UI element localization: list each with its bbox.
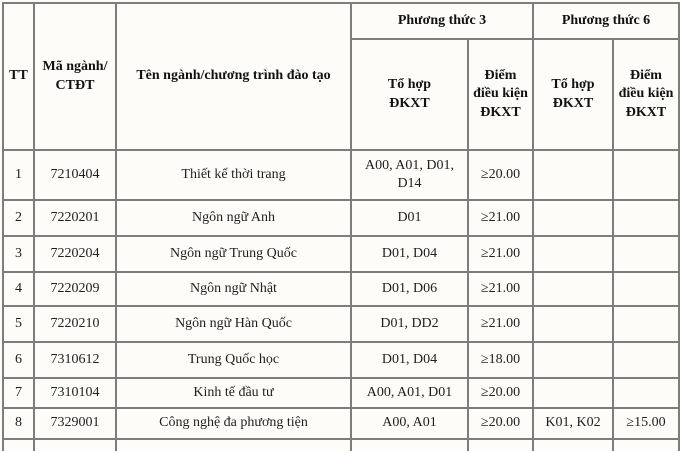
cell-pt3-tohop: A00, A01 (350, 407, 469, 440)
cell-name: Ngôn ngữ Trung Quốc (115, 235, 352, 273)
header-pt3-diem: Điểm điều kiện ĐKXT (467, 38, 534, 151)
cell-pt3-tohop: D01, DD2 (350, 305, 469, 343)
cell-pt3-tohop: D01, D04 (350, 341, 469, 379)
cell-pt6-diem (612, 235, 680, 273)
header-pt6-to-hop: Tổ hợp ĐKXT (532, 38, 614, 151)
cell-name: Ngôn ngữ Nhật (115, 271, 352, 307)
cell-code: 7310104 (33, 377, 117, 409)
cell-pt3-tohop: A00, A01, D01 (350, 377, 469, 409)
cell-pt6-diem (612, 305, 680, 343)
cell-pt6-tohop (532, 199, 614, 237)
cell-tt: 6 (2, 341, 35, 379)
table-row: 4 7220209 Ngôn ngữ Nhật D01, D06 ≥21.00 (2, 271, 680, 307)
cell-pt6-tohop (532, 341, 614, 379)
cell-pt6-diem (612, 199, 680, 237)
cell-name: Công nghệ đa phương tiện (115, 407, 352, 440)
table-row: 7 7310104 Kinh tế đầu tư A00, A01, D01 ≥… (2, 377, 680, 409)
table-row: 2 7220201 Ngôn ngữ Anh D01 ≥21.00 (2, 199, 680, 237)
header-pt3-to-hop: Tổ hợp ĐKXT (350, 38, 469, 151)
cell-pt3-diem: ≥21.00 (467, 305, 534, 343)
header-ma-nganh: Mã ngành/ CTĐT (33, 2, 117, 151)
cell-pt6-tohop: K01, K02 (532, 407, 614, 440)
cell-name: Ngôn ngữ Hàn Quốc (115, 305, 352, 343)
cell-pt3-tohop: A00, A01, D01, D14 (350, 149, 469, 201)
cell-pt6-diem (612, 271, 680, 307)
table-row-clipped (2, 438, 680, 451)
cell-pt3-diem: ≥20.00 (467, 407, 534, 440)
cell-pt6-diem (612, 377, 680, 409)
cell-pt6-diem (612, 149, 680, 201)
table-row: 8 7329001 Công nghệ đa phương tiện A00, … (2, 407, 680, 440)
cell-pt3-diem: ≥21.00 (467, 199, 534, 237)
cell-tt: 2 (2, 199, 35, 237)
table-row: 3 7220204 Ngôn ngữ Trung Quốc D01, D04 ≥… (2, 235, 680, 273)
cell-pt3-tohop: D01, D06 (350, 271, 469, 307)
cell-pt6-tohop (532, 377, 614, 409)
cell-pt3-diem: ≥21.00 (467, 235, 534, 273)
cell-tt: 1 (2, 149, 35, 201)
header-ten-nganh: Tên ngành/chương trình đào tạo (115, 2, 352, 151)
cell-pt3-diem: ≥20.00 (467, 149, 534, 201)
header-row-sub: Tổ hợp ĐKXT Điểm điều kiện ĐKXT Tổ hợp Đ… (3, 38, 680, 151)
header-tt: TT (2, 2, 35, 151)
header-phuong-thuc-6: Phương thức 6 (532, 2, 680, 40)
cell-tt: 4 (2, 271, 35, 307)
cell-name: Kinh tế đầu tư (115, 377, 352, 409)
header-row-groups: TT Mã ngành/ CTĐT Tên ngành/chương trình… (2, 2, 680, 151)
header-phuong-thuc-3: Phương thức 3 (350, 2, 534, 40)
cell-tt: 5 (2, 305, 35, 343)
cell-pt3-tohop: D01 (350, 199, 469, 237)
cell-pt3-diem: ≥21.00 (467, 271, 534, 307)
cell-code: 7220210 (33, 305, 117, 343)
cell-pt6-tohop (532, 235, 614, 273)
cell-code: 7220209 (33, 271, 117, 307)
table-row: 5 7220210 Ngôn ngữ Hàn Quốc D01, DD2 ≥21… (2, 305, 680, 343)
table-row: 6 7310612 Trung Quốc học D01, D04 ≥18.00 (2, 341, 680, 379)
cell-tt: 3 (2, 235, 35, 273)
cell-tt: 7 (2, 377, 35, 409)
cell-pt6-tohop (532, 305, 614, 343)
cell-code: 7220204 (33, 235, 117, 273)
cell-code: 7220201 (33, 199, 117, 237)
cell-name: Ngôn ngữ Anh (115, 199, 352, 237)
cell-pt6-tohop (532, 271, 614, 307)
cell-pt6-diem: ≥15.00 (612, 407, 680, 440)
cell-tt: 8 (2, 407, 35, 440)
cell-code: 7329001 (33, 407, 117, 440)
cell-name: Trung Quốc học (115, 341, 352, 379)
cell-name: Thiết kế thời trang (115, 149, 352, 201)
cell-pt6-diem (612, 341, 680, 379)
cell-pt6-tohop (532, 149, 614, 201)
table-row: 1 7210404 Thiết kế thời trang A00, A01, … (2, 149, 680, 201)
cell-pt3-diem: ≥20.00 (467, 377, 534, 409)
cell-code: 7310612 (33, 341, 117, 379)
header-pt6-diem: Điểm điều kiện ĐKXT (612, 38, 680, 151)
cell-code: 7210404 (33, 149, 117, 201)
cell-pt3-tohop: D01, D04 (350, 235, 469, 273)
cell-pt3-diem: ≥18.00 (467, 341, 534, 379)
